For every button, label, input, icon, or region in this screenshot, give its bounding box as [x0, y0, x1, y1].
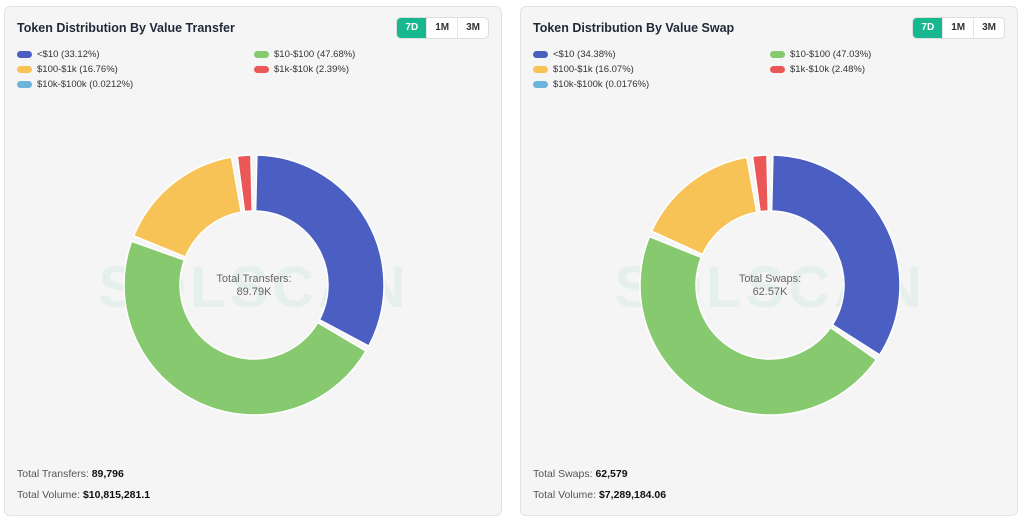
- donut-slice-100-1k[interactable]: [132, 156, 242, 258]
- stat-value: 89,796: [91, 468, 124, 480]
- legend-item-lt-10[interactable]: <$10 (33.12%): [17, 49, 254, 60]
- range-tab-1m[interactable]: 1M: [942, 18, 973, 38]
- legend-swatch: [770, 51, 785, 58]
- time-range-tabs: 7D 1M 3M: [912, 17, 1005, 39]
- donut-slice-1k-10k[interactable]: [236, 154, 253, 213]
- legend-swatch: [533, 66, 548, 73]
- legend-swatch: [533, 81, 548, 88]
- range-tab-3m[interactable]: 3M: [457, 18, 488, 38]
- legend-item-10-100[interactable]: $10-$100 (47.03%): [770, 49, 1003, 60]
- legend-item-10-100[interactable]: $10-$100 (47.68%): [254, 49, 487, 60]
- range-tab-7d[interactable]: 7D: [397, 18, 427, 38]
- stat-value: $7,289,184.06: [598, 489, 667, 501]
- range-tab-1m[interactable]: 1M: [426, 18, 457, 38]
- stat-label: Total Transfers:: [17, 468, 89, 480]
- chart-card-swap: Token Distribution By Value Swap 7D 1M 3…: [520, 6, 1018, 516]
- legend-swatch: [533, 51, 548, 58]
- legend-label: $1k-$10k (2.39%): [274, 64, 349, 75]
- chart-title: Token Distribution By Value Swap: [533, 21, 735, 35]
- chart-title: Token Distribution By Value Transfer: [17, 21, 235, 35]
- chart-legend: <$10 (33.12%) $10-$100 (47.68%) $100-$1k…: [17, 49, 487, 90]
- legend-item-1k-10k[interactable]: $1k-$10k (2.48%): [770, 64, 1003, 75]
- legend-label: $10-$100 (47.03%): [790, 49, 872, 60]
- center-label: Total Transfers:: [216, 273, 291, 285]
- legend-item-10k-100k[interactable]: $10k-$100k (0.0176%): [533, 79, 770, 90]
- legend-swatch: [17, 66, 32, 73]
- legend-label: <$10 (33.12%): [37, 49, 100, 60]
- stat-value: 62,579: [595, 468, 628, 480]
- legend-swatch: [254, 66, 269, 73]
- center-value: 89.79K: [237, 286, 273, 298]
- summary-stats: Total Transfers: 89,796 Total Volume: $1…: [17, 467, 150, 509]
- legend-item-10k-100k[interactable]: $10k-$100k (0.0212%): [17, 79, 254, 90]
- time-range-tabs: 7D 1M 3M: [396, 17, 489, 39]
- donut-slice-lt-10[interactable]: [770, 154, 901, 356]
- stat-value: $10,815,281.1: [82, 489, 151, 501]
- donut-slice-1k-10k[interactable]: [751, 154, 770, 213]
- center-label: Total Swaps:: [739, 273, 801, 285]
- stat-total-volume: Total Volume: $7,289,184.06: [533, 488, 666, 509]
- legend-item-100-1k[interactable]: $100-$1k (16.76%): [17, 64, 254, 75]
- legend-label: $100-$1k (16.76%): [37, 64, 118, 75]
- range-tab-3m[interactable]: 3M: [973, 18, 1004, 38]
- legend-swatch: [17, 51, 32, 58]
- legend-swatch: [770, 66, 785, 73]
- legend-label: <$10 (34.38%): [553, 49, 616, 60]
- legend-label: $10k-$100k (0.0212%): [37, 79, 134, 90]
- legend-label: $10k-$100k (0.0176%): [553, 79, 650, 90]
- legend-swatch: [17, 81, 32, 88]
- legend-item-lt-10[interactable]: <$10 (34.38%): [533, 49, 770, 60]
- chart-legend: <$10 (34.38%) $10-$100 (47.03%) $100-$1k…: [533, 49, 1003, 90]
- range-tab-7d[interactable]: 7D: [913, 18, 943, 38]
- legend-label: $1k-$10k (2.48%): [790, 64, 865, 75]
- legend-item-1k-10k[interactable]: $1k-$10k (2.39%): [254, 64, 487, 75]
- center-value: 62.57K: [753, 286, 789, 298]
- legend-swatch: [254, 51, 269, 58]
- legend-item-100-1k[interactable]: $100-$1k (16.07%): [533, 64, 770, 75]
- donut-slice-10-100[interactable]: [639, 235, 878, 416]
- stat-total-transfers: Total Transfers: 89,796: [17, 467, 150, 488]
- stat-total-swaps: Total Swaps: 62,579: [533, 467, 666, 488]
- stat-label: Total Volume:: [17, 489, 81, 501]
- stat-label: Total Volume:: [533, 489, 597, 501]
- summary-stats: Total Swaps: 62,579 Total Volume: $7,289…: [533, 467, 666, 509]
- legend-label: $100-$1k (16.07%): [553, 64, 634, 75]
- donut-slice-100-1k[interactable]: [650, 156, 758, 256]
- stat-label: Total Swaps:: [533, 468, 593, 480]
- donut-slice-lt-10[interactable]: [254, 154, 385, 347]
- legend-label: $10-$100 (47.68%): [274, 49, 356, 60]
- donut-slice-10-100[interactable]: [123, 240, 367, 416]
- chart-card-transfer: Token Distribution By Value Transfer 7D …: [4, 6, 502, 516]
- stat-total-volume: Total Volume: $10,815,281.1: [17, 488, 150, 509]
